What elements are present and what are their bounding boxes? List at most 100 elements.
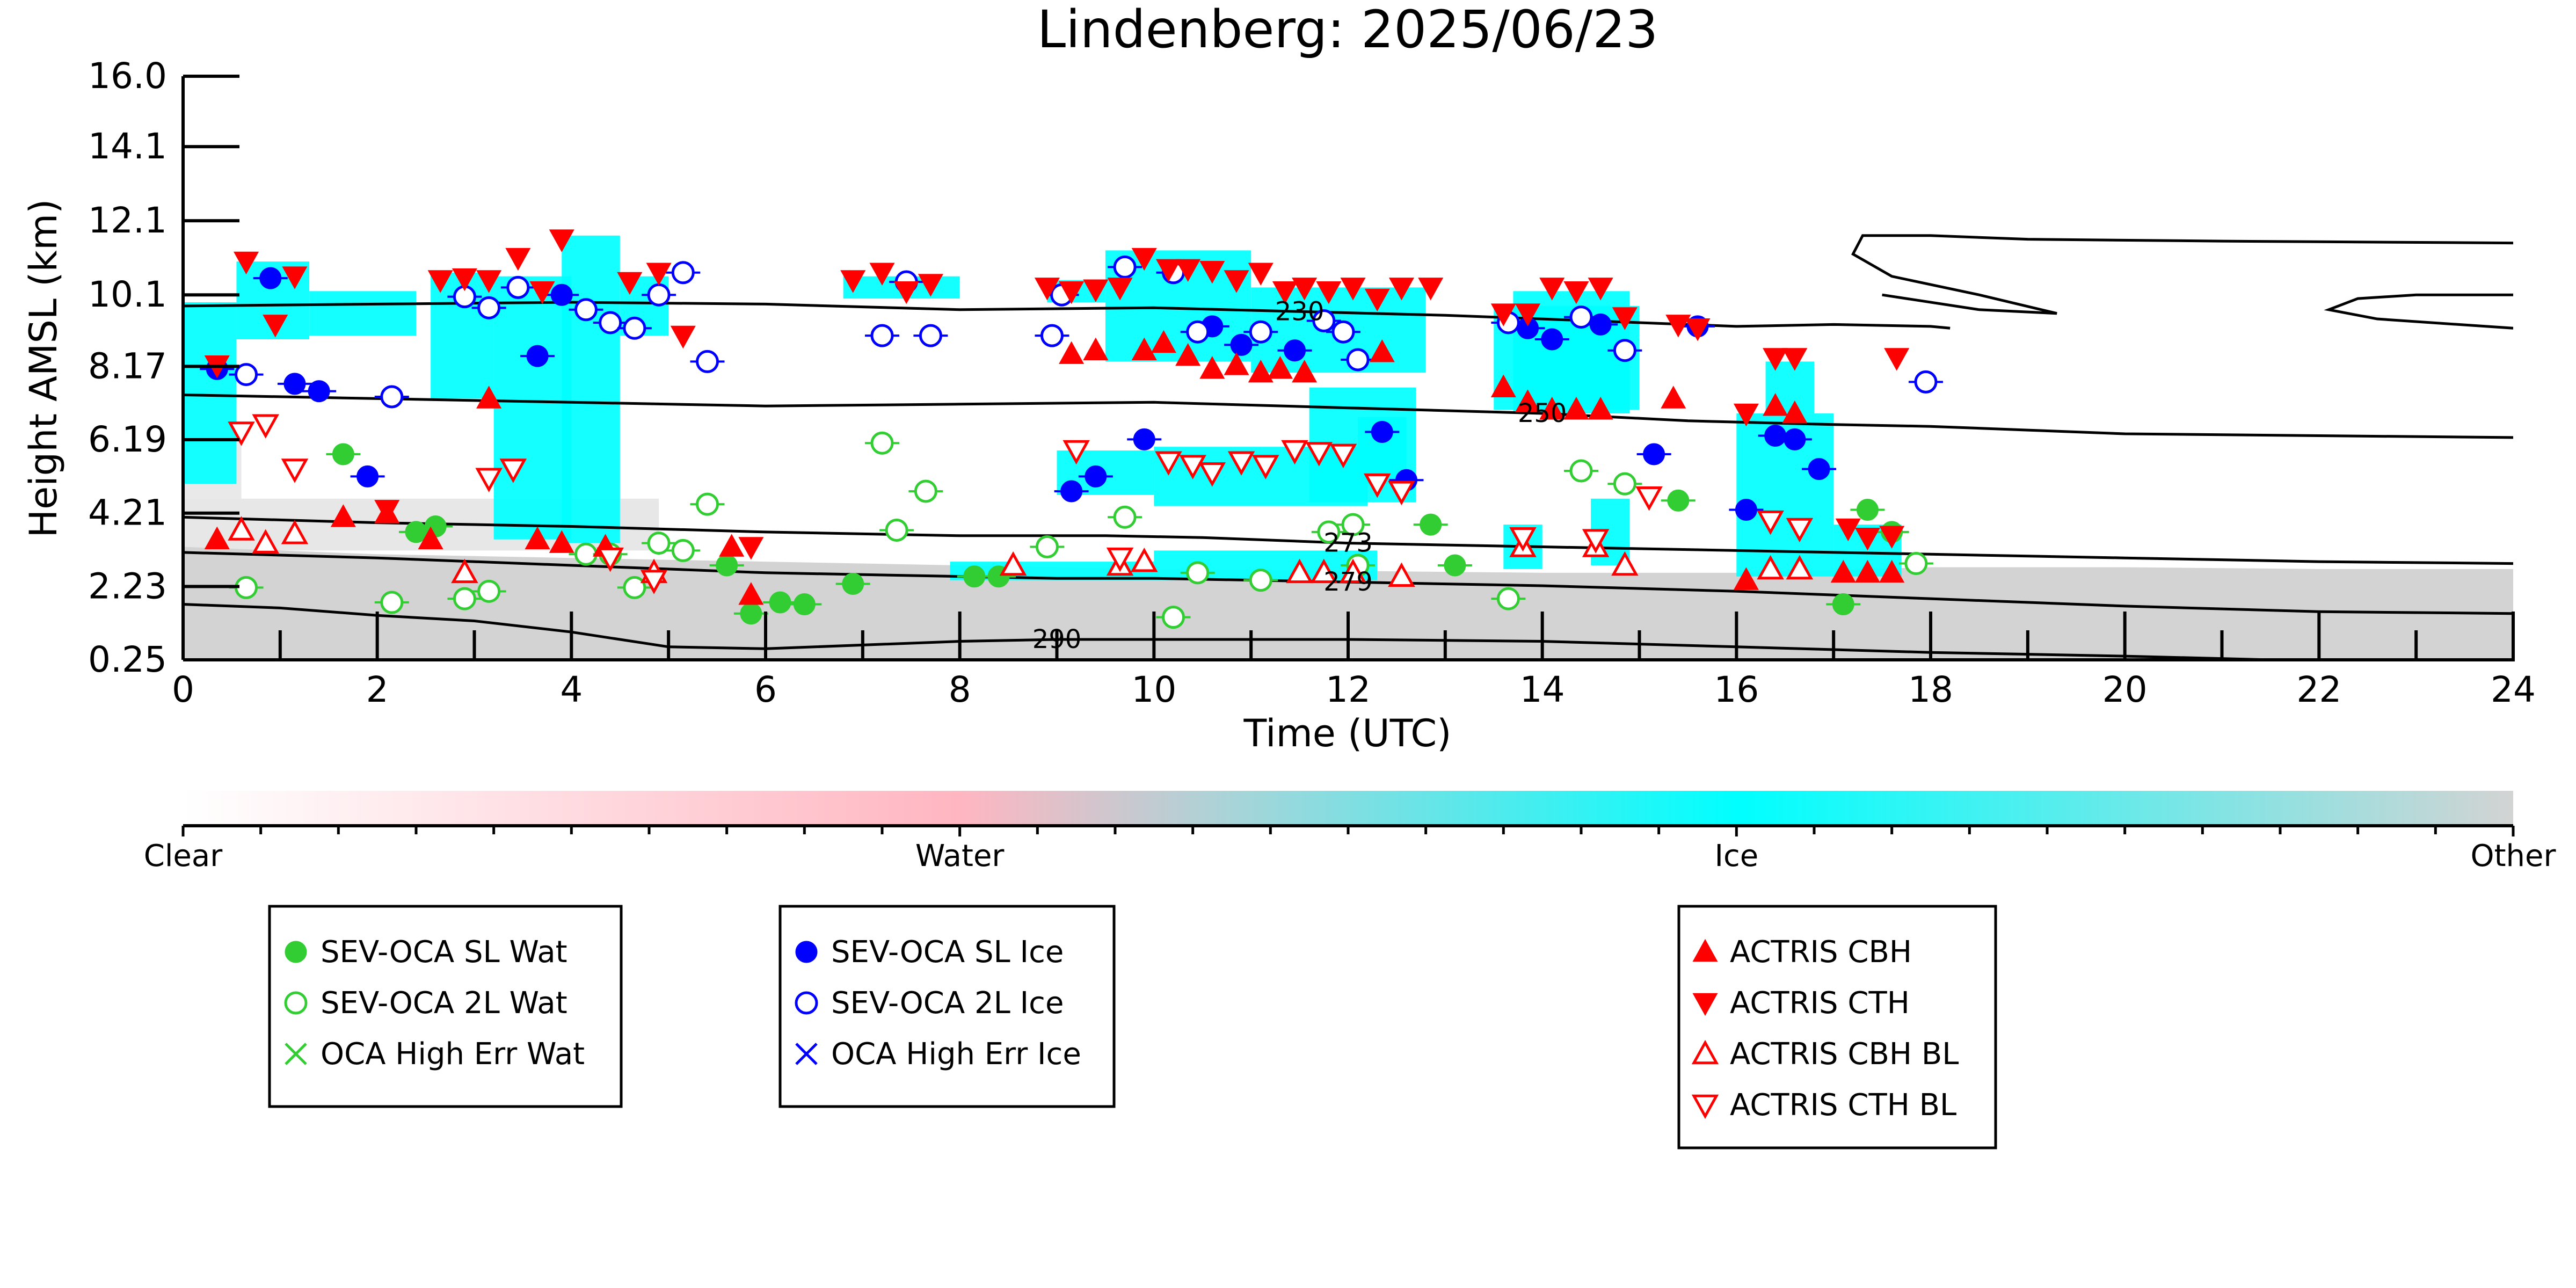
data-point [1490, 374, 1516, 398]
data-point [870, 324, 894, 347]
data-point [1611, 551, 1639, 576]
x-tick-label: 4 [560, 669, 583, 710]
data-point [1060, 480, 1083, 503]
data-point [1763, 348, 1788, 371]
legend-marker [285, 941, 307, 963]
data-point [1763, 393, 1788, 416]
data-point [1733, 567, 1759, 590]
contour-label: 250 [1518, 398, 1567, 428]
y-tick-label: 4.21 [88, 492, 167, 534]
y-tick-label: 0.25 [88, 639, 167, 680]
data-point [696, 492, 719, 516]
data-point [1186, 320, 1210, 344]
data-point [1879, 559, 1905, 583]
series-actris-cbh [204, 330, 1905, 605]
data-point [1539, 278, 1565, 301]
data-point [233, 251, 259, 275]
data-point [1155, 259, 1182, 282]
data-point [1199, 356, 1225, 379]
colorbar: Clear Water Ice Other [144, 791, 2556, 874]
colorbar-gradient [183, 791, 2513, 826]
data-point [1133, 428, 1155, 450]
x-tick-label: 22 [2296, 669, 2341, 710]
colorbar-label: Clear [144, 839, 223, 874]
data-point [1305, 442, 1333, 467]
data-point [549, 530, 574, 553]
data-point [1784, 428, 1806, 450]
series-sev-oca-2l-wat [229, 431, 1933, 629]
data-point [1339, 558, 1367, 584]
legend-label: SEV-OCA SL Ice [831, 935, 1064, 970]
data-point [1310, 558, 1338, 584]
data-point [1267, 356, 1293, 379]
data-point [1735, 498, 1757, 521]
data-point [1331, 320, 1355, 344]
data-point [1588, 278, 1613, 301]
data-point [418, 526, 443, 549]
data-point [1612, 307, 1638, 330]
data-point [1582, 529, 1610, 554]
data-point [1388, 481, 1415, 506]
ice-region [562, 235, 620, 543]
data-point [647, 532, 671, 555]
data-point [1224, 270, 1249, 293]
data-point [259, 267, 282, 289]
data-point [1199, 261, 1225, 284]
data-point [738, 537, 764, 560]
data-point [1388, 278, 1415, 301]
data-point [1312, 309, 1336, 333]
data-point [696, 350, 719, 373]
data-point [1346, 348, 1370, 372]
data-point [1613, 339, 1636, 362]
data-point [671, 539, 695, 562]
data-point [1371, 421, 1393, 443]
data-point [1329, 443, 1357, 469]
contour-label: 273 [1323, 528, 1373, 558]
data-point [1035, 535, 1059, 559]
data-point [869, 263, 895, 286]
data-point [640, 570, 668, 594]
x-tick-label: 24 [2491, 669, 2536, 710]
data-point [1272, 281, 1298, 304]
y-tick-label: 14.1 [88, 126, 167, 167]
data-point [1854, 527, 1881, 551]
data-point [1249, 320, 1272, 344]
contour-line [2324, 293, 2513, 330]
data-point [1444, 554, 1466, 577]
data-point [1509, 527, 1537, 552]
data-point [1034, 278, 1060, 301]
data-point [1248, 360, 1274, 383]
y-axis-label: Height AMSL (km) [21, 199, 66, 538]
data-point [204, 526, 230, 549]
data-point [1131, 248, 1157, 271]
legends: SEV-OCA SL Wat SEV-OCA 2L Wat OCA High Err… [268, 905, 1997, 1149]
legend-marker [284, 991, 308, 1015]
data-point [1782, 348, 1808, 371]
legend-box-1: SEV-OCA SL Wat SEV-OCA 2L Wat OCA High Err… [268, 905, 623, 1108]
data-point [1186, 561, 1210, 585]
data-point [405, 521, 427, 543]
legend-marker-stroke [285, 1043, 307, 1065]
contour-line [183, 394, 2513, 439]
x-tick-label: 20 [2102, 669, 2148, 710]
data-point [1569, 459, 1593, 483]
legend-label: ACTRIS CBH BL [1730, 1037, 1959, 1072]
legend-marker [795, 991, 818, 1015]
data-point [1757, 510, 1784, 535]
data-point [1292, 360, 1318, 383]
data-point [308, 380, 330, 403]
legend-label: OCA High Err Ice [831, 1037, 1081, 1072]
data-point [525, 526, 550, 549]
data-point [476, 385, 502, 409]
data-point [550, 283, 573, 306]
data-point [617, 272, 643, 295]
data-point [647, 283, 671, 307]
legend-label: SEV-OCA 2L Ice [831, 986, 1064, 1021]
data-point [1635, 486, 1663, 511]
data-point [1286, 558, 1313, 584]
data-point [1884, 348, 1910, 371]
data-point [599, 311, 622, 334]
data-point [330, 504, 356, 527]
x-axis-label: Time (UTC) [1243, 711, 1452, 755]
